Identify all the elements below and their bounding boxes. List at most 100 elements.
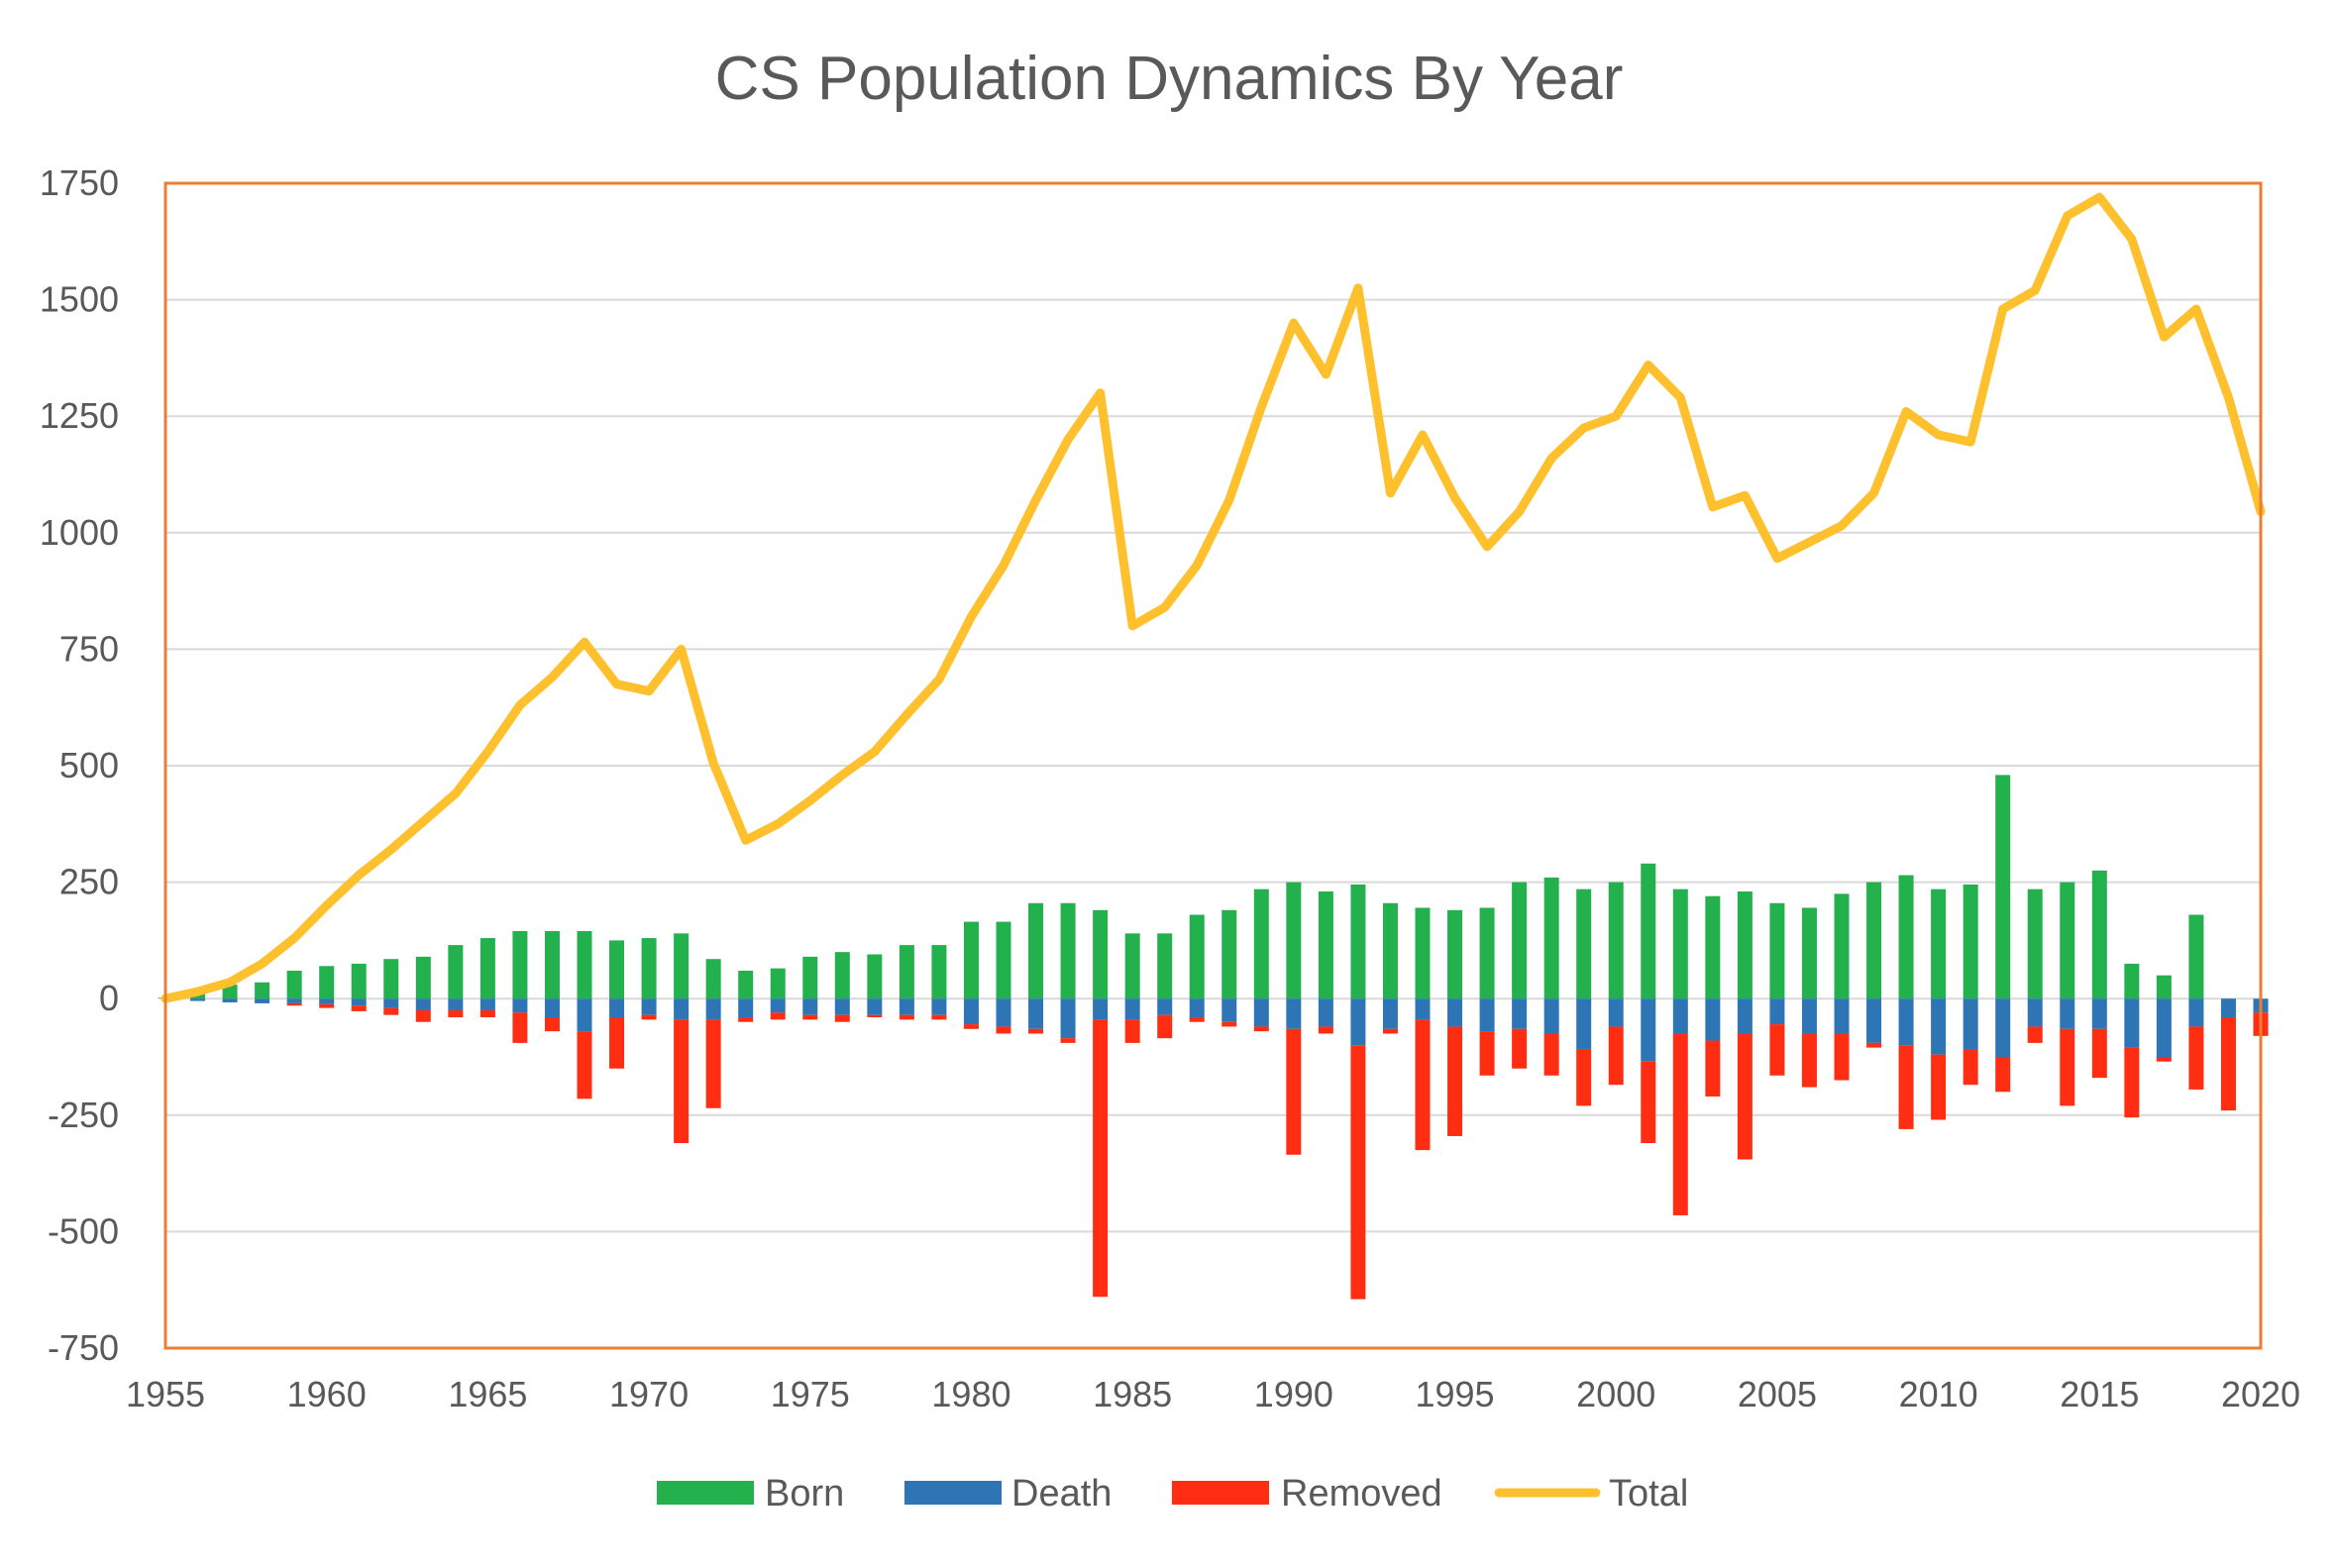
death-bar xyxy=(1093,998,1109,1020)
born-bar xyxy=(383,959,399,999)
removed-bar xyxy=(2220,1017,2236,1111)
removed-bar xyxy=(415,1009,431,1022)
born-bar xyxy=(479,938,495,999)
removed-bar xyxy=(1157,1014,1173,1039)
born-bar xyxy=(577,930,592,999)
removed-bar xyxy=(899,1014,914,1020)
born-bar xyxy=(802,956,818,999)
born-bar xyxy=(544,930,560,999)
death-bar xyxy=(1898,998,1914,1046)
born-bar xyxy=(705,959,721,999)
born-bar xyxy=(1447,909,1463,999)
born-bar xyxy=(931,945,947,999)
removed-bar xyxy=(1995,1057,2011,1093)
born-bar xyxy=(1866,882,1882,999)
born-bar xyxy=(770,968,786,999)
x-tick-label: 2015 xyxy=(2060,1374,2139,1414)
removed-bar xyxy=(383,1007,399,1015)
born-bar xyxy=(1318,891,1333,999)
y-tick-label: 250 xyxy=(59,862,119,902)
death-bar xyxy=(1866,998,1882,1043)
born-bar xyxy=(222,985,238,999)
legend-label-born: Born xyxy=(765,1473,844,1515)
death-bar xyxy=(1382,998,1398,1029)
removed-bar xyxy=(1479,1031,1495,1076)
removed-bar xyxy=(448,1009,464,1018)
death-bar xyxy=(609,998,625,1018)
removed-bar xyxy=(2060,1028,2075,1106)
removed-bar xyxy=(2027,1026,2043,1043)
death-bar xyxy=(190,998,206,1001)
removed-bar xyxy=(802,1014,818,1020)
death-bar xyxy=(1028,998,1044,1029)
death-bar xyxy=(1576,998,1592,1050)
removed-bar xyxy=(512,1012,528,1043)
death-bar xyxy=(222,998,238,1002)
death-bar xyxy=(319,998,335,1004)
total-line xyxy=(160,192,2266,1003)
removed-bar xyxy=(1672,1033,1688,1215)
plot-area-border xyxy=(163,181,2263,1350)
x-tick-label: 1970 xyxy=(609,1374,689,1414)
removed-bar xyxy=(834,1014,850,1022)
death-bar xyxy=(674,998,690,1020)
y-tick-label: -250 xyxy=(48,1095,119,1135)
death-bar xyxy=(351,998,367,1006)
death-bar xyxy=(479,998,495,1010)
born-bar xyxy=(190,993,206,999)
death-bar xyxy=(802,998,818,1015)
born-bar xyxy=(1576,889,1592,999)
x-tick-label: 1975 xyxy=(771,1374,850,1414)
born-bar xyxy=(899,945,914,999)
born-bar xyxy=(1898,875,1914,999)
death-bar xyxy=(2124,998,2140,1048)
removed-bar xyxy=(1898,1045,1914,1129)
legend-swatch-death xyxy=(904,1481,1002,1505)
removed-bar xyxy=(1350,1045,1366,1300)
death-bar xyxy=(996,998,1011,1027)
removed-bar xyxy=(286,1002,302,1006)
x-tick-label: 1985 xyxy=(1093,1374,1172,1414)
x-tick-label: 1965 xyxy=(448,1374,527,1414)
death-bar xyxy=(867,998,883,1015)
death-bar xyxy=(2027,998,2043,1027)
total-series-line xyxy=(160,192,2266,1003)
y-tick-label: 500 xyxy=(59,745,119,785)
removed-bar xyxy=(1415,1019,1431,1151)
death-bar xyxy=(383,998,399,1008)
born-bar xyxy=(1512,882,1528,999)
death-bar xyxy=(1415,998,1431,1020)
born-bar xyxy=(1382,902,1398,999)
born-bar xyxy=(1737,891,1753,999)
removed-bar xyxy=(867,1014,883,1018)
x-tick-label: 1980 xyxy=(931,1374,1010,1414)
removed-bar xyxy=(641,1014,657,1020)
born-bar xyxy=(1641,863,1656,999)
removed-bar xyxy=(1189,1017,1205,1022)
born-bar xyxy=(1608,882,1624,999)
death-bar xyxy=(577,998,592,1032)
y-axis: 1750 1500 1250 1000 750 500 250 0 -250 -500 -750 xyxy=(40,162,119,1368)
removed-bar xyxy=(2156,1057,2172,1062)
death-bar xyxy=(1253,998,1269,1027)
y-tick-label: 750 xyxy=(59,628,119,669)
removed-bar xyxy=(1963,1049,1978,1086)
removed-bar xyxy=(1447,1026,1463,1136)
removed-bar xyxy=(1705,1040,1721,1097)
death-bar xyxy=(1350,998,1366,1046)
legend: Born Death Removed Total xyxy=(657,1473,1688,1515)
born-bar xyxy=(1415,907,1431,999)
born-bar xyxy=(674,933,690,999)
removed-bar xyxy=(319,1003,335,1008)
born-bar xyxy=(996,921,1011,999)
death-bar xyxy=(1737,998,1753,1034)
removed-bar xyxy=(1028,1028,1044,1034)
chart-title: CS Population Dynamics By Year xyxy=(715,45,1624,113)
x-tick-label: 2005 xyxy=(1738,1374,1817,1414)
removed-bar xyxy=(1253,1026,1269,1032)
born-bar xyxy=(1189,914,1205,999)
death-bar xyxy=(1189,998,1205,1018)
death-bar xyxy=(286,998,302,1003)
removed-bar xyxy=(1060,1038,1076,1043)
